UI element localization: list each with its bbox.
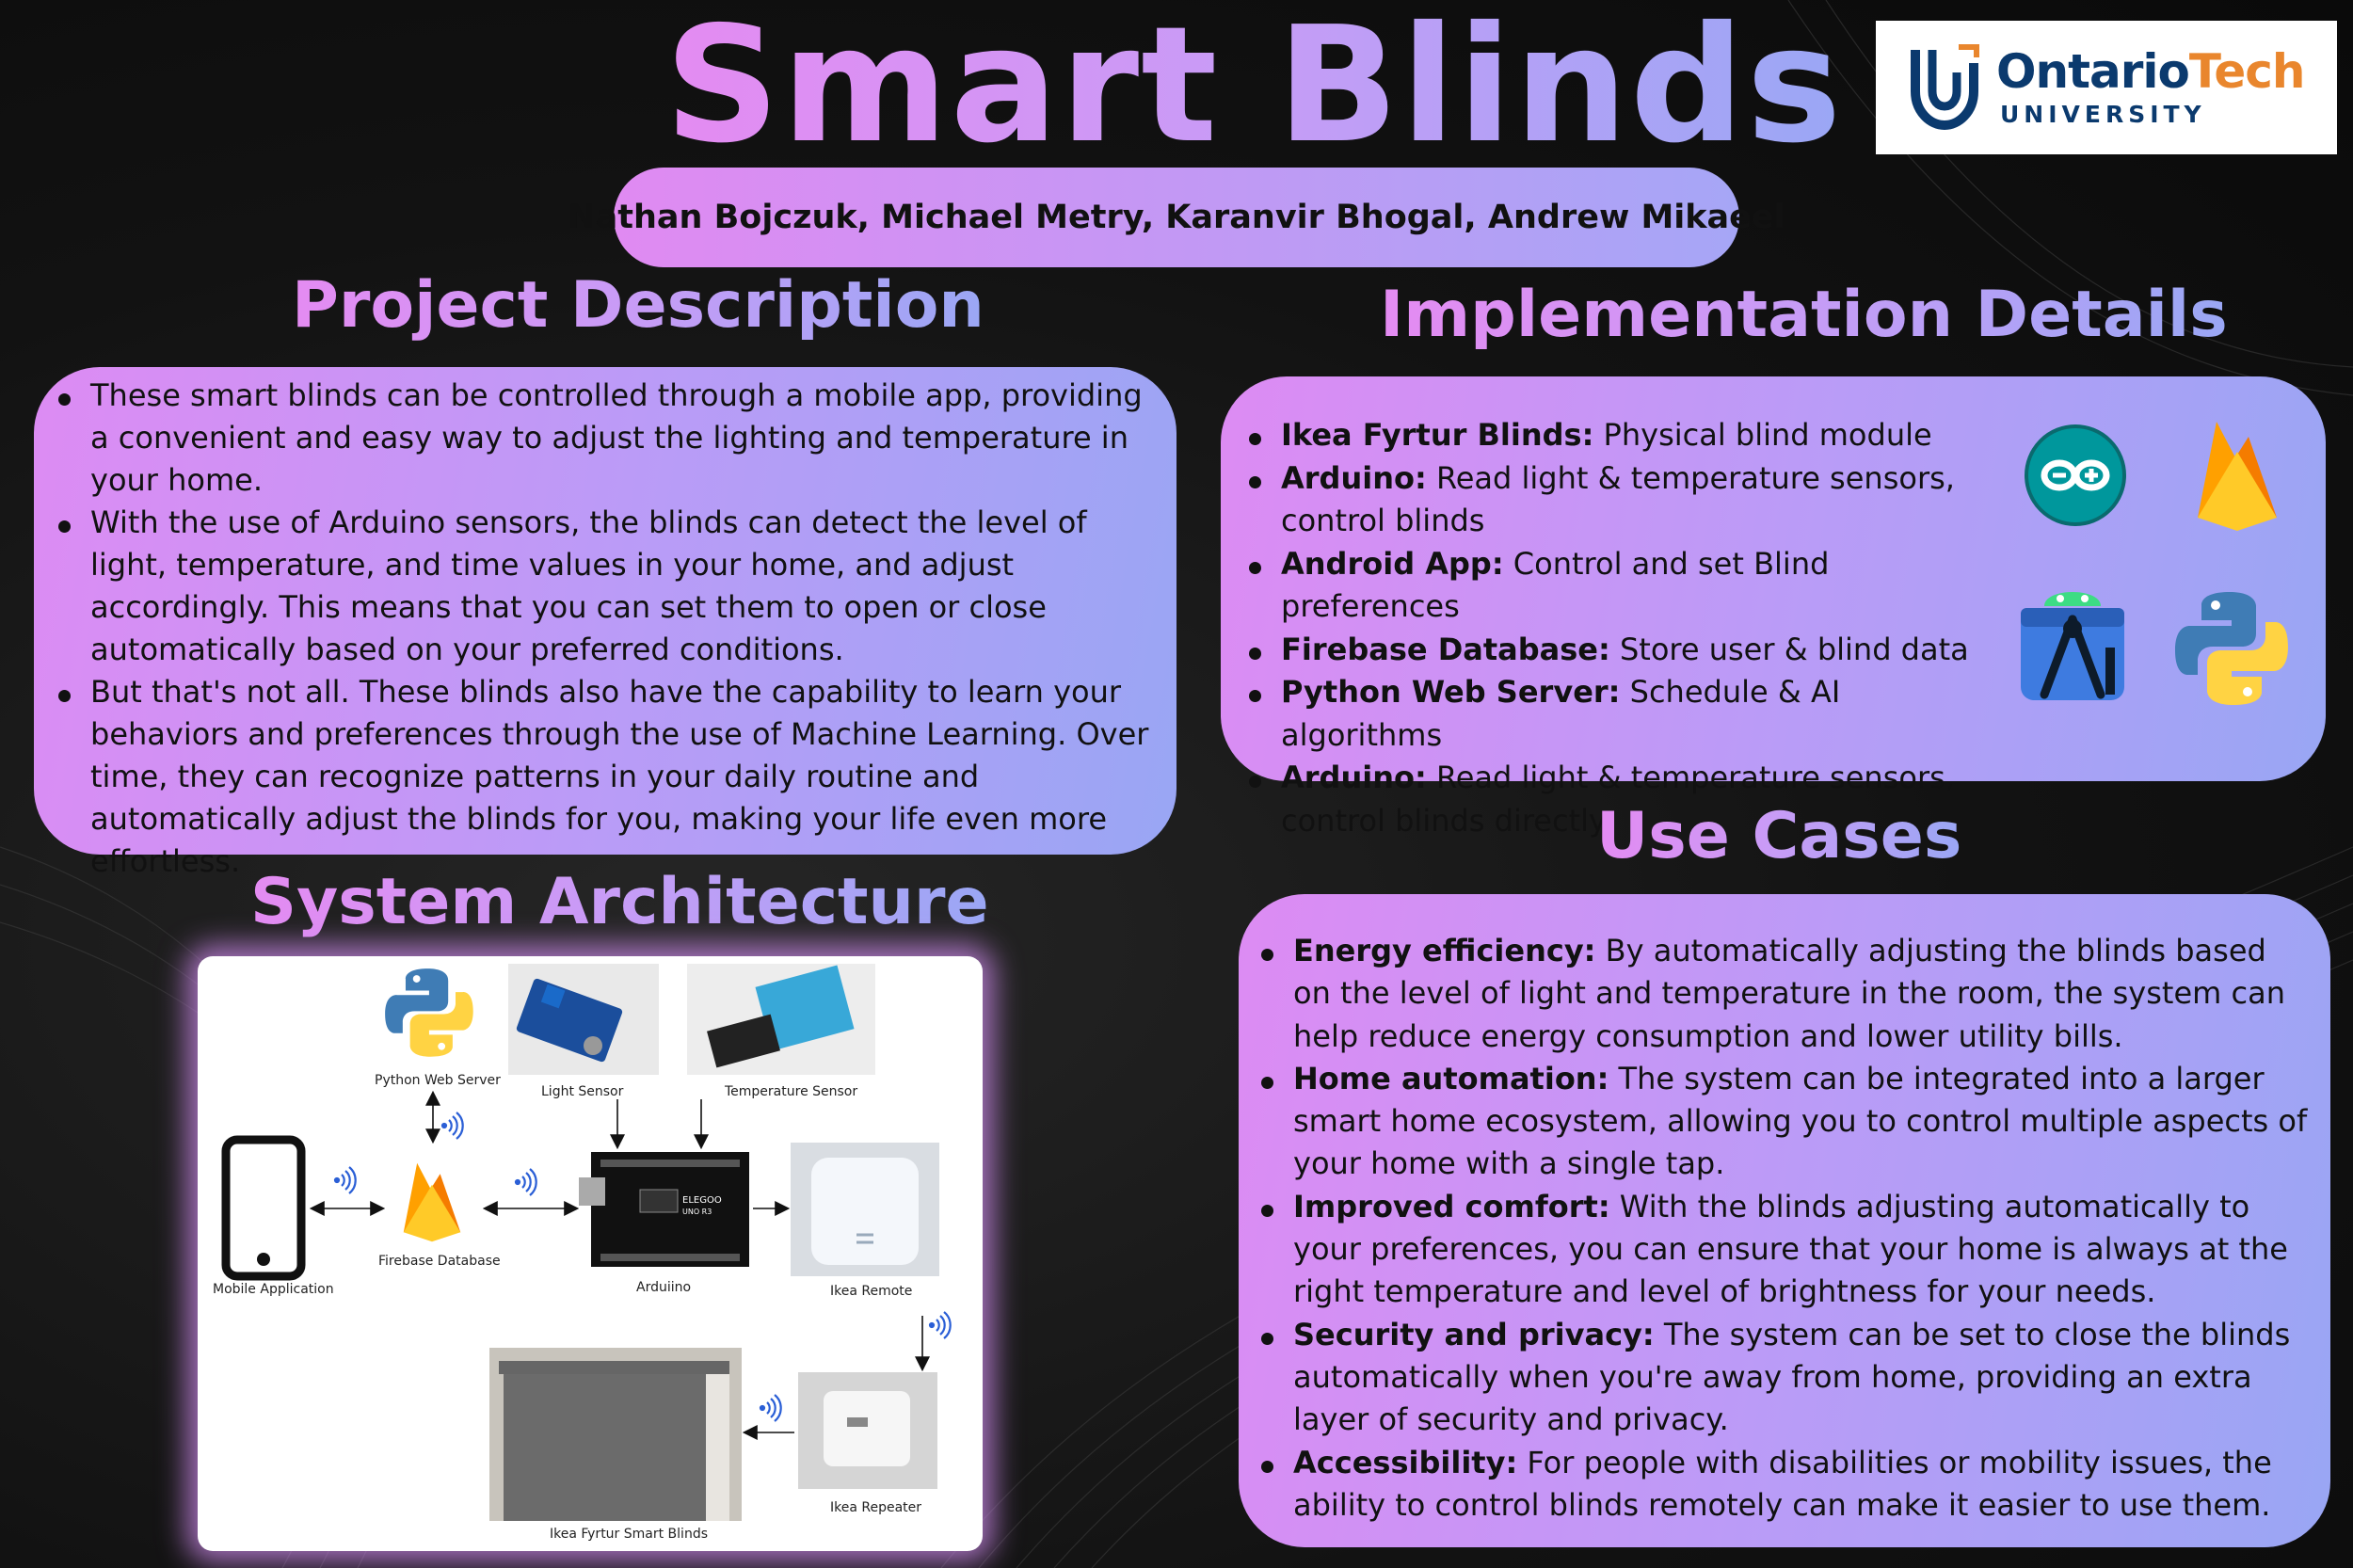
implementation-text: Read light & temperature sensors, contro… xyxy=(1281,459,1955,539)
implementation-item: Arduino: Read light & temperature sensor… xyxy=(1245,457,1979,543)
implementation-item: Python Web Server: Schedule & AI algorit… xyxy=(1245,671,1979,757)
arch-firebase-icon xyxy=(403,1162,461,1242)
logo-name: OntarioTech xyxy=(1996,48,2306,95)
use-case-item: Improved comfort: With the blinds adjust… xyxy=(1257,1186,2312,1314)
project-description-item: But that's not all. These blinds also ha… xyxy=(55,671,1163,883)
system-architecture-diagram: ELEGOO UNO R3 xyxy=(198,956,983,1551)
use-case-term: Improved comfort: xyxy=(1293,1188,1610,1224)
project-description-list: These smart blinds can be controlled thr… xyxy=(55,375,1163,883)
heading-use-cases: Use Cases xyxy=(1596,799,1962,873)
use-case-term: Security and privacy: xyxy=(1293,1316,1655,1352)
arch-label-light-sensor: Light Sensor xyxy=(541,1084,624,1099)
arch-ikea-remote-image xyxy=(791,1143,939,1276)
project-description-item: With the use of Arduino sensors, the bli… xyxy=(55,502,1163,671)
architecture-diagram-graphics: ELEGOO UNO R3 xyxy=(221,964,952,1521)
use-cases-list: Energy efficiency: By automatically adju… xyxy=(1257,930,2312,1527)
implementation-details-list: Ikea Fyrtur Blinds: Physical blind modul… xyxy=(1245,414,1979,842)
wireless-signal-icons xyxy=(333,1112,952,1422)
arch-phone-icon xyxy=(221,1135,306,1281)
implementation-item: Android App: Control and set Blind prefe… xyxy=(1245,543,1979,629)
logo-name-part1: Ontario xyxy=(1996,43,2190,99)
use-case-term: Accessibility: xyxy=(1293,1444,1518,1480)
arch-light-sensor-image xyxy=(508,964,659,1075)
implementation-item: Ikea Fyrtur Blinds: Physical blind modul… xyxy=(1245,414,1979,457)
arch-label-firebase-database: Firebase Database xyxy=(378,1254,501,1269)
android-studio-icon xyxy=(2021,592,2124,700)
use-case-item: Home automation: The system can be integ… xyxy=(1257,1058,2312,1186)
implementation-term: Firebase Database: xyxy=(1281,631,1610,667)
arch-label-arduino: Arduiino xyxy=(636,1280,692,1295)
heading-project-description: Project Description xyxy=(292,268,984,343)
implementation-text: Schedule & AI algorithms xyxy=(1281,674,1841,753)
logo-subtitle: UNIVERSITY xyxy=(2000,100,2206,128)
implementation-item: Firebase Database: Store user & blind da… xyxy=(1245,629,1979,672)
implementation-term: Android App: xyxy=(1281,545,1504,582)
ontario-tech-logo: OntarioTech UNIVERSITY xyxy=(1876,21,2337,154)
poster-title: Smart Blinds xyxy=(664,0,1844,179)
arch-label-python-web-server: Python Web Server xyxy=(375,1073,501,1088)
arch-board-text-1: ELEGOO xyxy=(682,1195,722,1206)
arch-label-temperature-sensor: Temperature Sensor xyxy=(725,1084,858,1099)
python-icon xyxy=(2175,592,2288,705)
use-case-text: The system can be integrated into a larg… xyxy=(1293,1060,2308,1182)
heading-system-architecture: System Architecture xyxy=(250,865,989,939)
use-cases-panel: Energy efficiency: By automatically adju… xyxy=(1239,894,2330,1547)
logo-name-part2: Tech xyxy=(2188,43,2306,99)
arduino-icon xyxy=(2025,424,2126,526)
use-case-text: By automatically adjusting the blinds ba… xyxy=(1293,933,2285,1054)
use-case-term: Energy efficiency: xyxy=(1293,933,1596,968)
use-case-item: Accessibility: For people with disabilit… xyxy=(1257,1442,2312,1528)
arch-label-ikea-repeater: Ikea Repeater xyxy=(830,1500,922,1515)
authors-pill: Nathan Bojczuk, Michael Metry, Karanvir … xyxy=(568,168,1785,267)
arch-arduino-board: ELEGOO UNO R3 xyxy=(579,1152,749,1267)
use-case-text: The system can be set to close the blind… xyxy=(1293,1316,2291,1438)
heading-implementation-details: Implementation Details xyxy=(1380,278,2228,352)
use-case-text: With the blinds adjusting automatically … xyxy=(1293,1188,2288,1310)
use-case-item: Energy efficiency: By automatically adju… xyxy=(1257,930,2312,1058)
implementation-details-panel: Ikea Fyrtur Blinds: Physical blind modul… xyxy=(1221,376,2326,839)
firebase-icon xyxy=(2198,422,2277,531)
implementation-text: Read light & temperature sensors, contro… xyxy=(1281,760,1955,839)
project-description-panel: These smart blinds can be controlled thr… xyxy=(34,367,1176,879)
arch-label-ikea-remote: Ikea Remote xyxy=(830,1284,913,1299)
arch-label-ikea-fyrtur: Ikea Fyrtur Smart Blinds xyxy=(550,1527,708,1542)
arch-temperature-sensor-image xyxy=(687,964,875,1075)
implementation-text: Store user & blind data xyxy=(1609,631,1969,667)
implementation-item: Arduino: Read light & temperature sensor… xyxy=(1245,757,1979,842)
implementation-term: Python Web Server: xyxy=(1281,674,1621,710)
implementation-term: Ikea Fyrtur Blinds: xyxy=(1281,417,1594,453)
arch-blinds-image xyxy=(489,1348,742,1521)
arch-python-icon xyxy=(385,968,473,1057)
use-case-term: Home automation: xyxy=(1293,1060,1609,1096)
arch-label-mobile-application: Mobile Application xyxy=(213,1282,334,1297)
implementation-text: Physical blind module xyxy=(1593,417,1932,453)
ontario-tech-shield-icon xyxy=(1911,44,1979,131)
arch-board-text-2: UNO R3 xyxy=(682,1208,712,1216)
implementation-text: Control and set Blind preferences xyxy=(1281,545,1830,625)
arch-ikea-repeater-image xyxy=(798,1372,937,1489)
project-description-item: These smart blinds can be controlled thr… xyxy=(55,375,1163,502)
implementation-term: Arduino: xyxy=(1281,760,1427,795)
use-case-text: For people with disabilities or mobility… xyxy=(1293,1444,2272,1523)
use-case-item: Security and privacy: The system can be … xyxy=(1257,1314,2312,1442)
implementation-term: Arduino: xyxy=(1281,459,1427,496)
